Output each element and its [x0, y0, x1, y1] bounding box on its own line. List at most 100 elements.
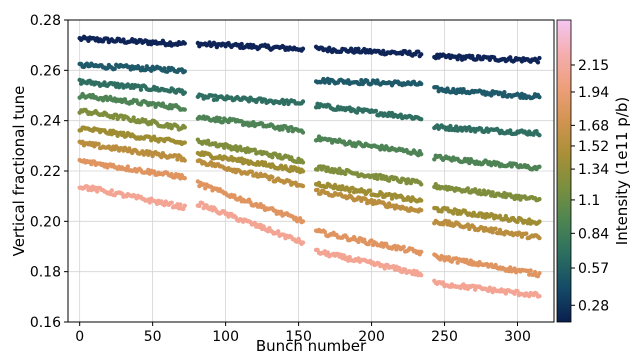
colorbar-axis: 0.28 0.57 0.84 1.1 1.34 1.52 1.68 1.94 2.15 [571, 58, 609, 314]
data-point [356, 46, 361, 51]
data-point [537, 55, 542, 61]
colorbar-tick-label: 1.68 [578, 118, 609, 134]
data-point [278, 209, 284, 215]
colorbar-tick-label: 0.57 [578, 261, 609, 277]
y-tick-label: 0.18 [30, 265, 61, 281]
colorbar-tick-label: 0.28 [578, 298, 609, 314]
data-point [537, 235, 542, 241]
data-point [418, 208, 424, 213]
x-tick-label: 150 [285, 329, 312, 345]
y-tick-label: 0.16 [30, 315, 61, 331]
x-tick-label: 300 [504, 329, 531, 345]
data-point [300, 183, 306, 189]
colorbar-label: Intensity (1e11 p/b) [613, 97, 631, 245]
data-point [537, 271, 542, 276]
data-point [277, 152, 282, 158]
data-point [300, 219, 306, 224]
data-point [325, 250, 330, 255]
data-point [373, 108, 379, 114]
data-point [535, 60, 541, 65]
data-point [182, 175, 187, 181]
data-point [397, 265, 402, 271]
data-point [182, 158, 187, 163]
data-point [121, 130, 126, 136]
y-axis: 0.16 0.18 0.20 0.22 0.24 0.26 0.28 [30, 13, 68, 331]
y-tick-label: 0.20 [30, 214, 61, 230]
data-point [178, 202, 183, 207]
y-tick-label: 0.26 [30, 63, 61, 79]
data-point [169, 200, 174, 205]
data-point [112, 66, 117, 71]
data-point [451, 211, 456, 216]
scatter-points [77, 34, 542, 299]
data-point [440, 280, 446, 285]
data-point [532, 269, 538, 275]
data-point [182, 90, 187, 95]
data-point [490, 190, 495, 195]
data-point [389, 196, 395, 201]
data-point [270, 154, 275, 160]
data-point [182, 140, 187, 145]
colorbar-tick-label: 1.34 [578, 162, 609, 178]
data-point [418, 249, 424, 255]
data-point [454, 124, 459, 129]
data-point [182, 203, 187, 208]
data-point [515, 219, 520, 225]
data-point [508, 55, 513, 60]
data-point [418, 116, 424, 122]
x-tick-label: 250 [431, 329, 458, 345]
data-point [401, 244, 406, 250]
data-point [252, 147, 258, 152]
data-point [537, 94, 542, 100]
data-point [275, 229, 281, 234]
y-axis-title: Vertical fractional tune [10, 86, 28, 257]
data-point [497, 227, 503, 233]
data-point [182, 69, 187, 74]
data-point [270, 174, 275, 180]
data-point [109, 188, 114, 193]
colorbar-tick-label: 2.15 [578, 58, 609, 74]
data-point [537, 196, 542, 202]
data-point [502, 90, 507, 95]
data-point [315, 187, 320, 193]
data-point [300, 130, 306, 135]
colorbar [556, 19, 572, 323]
data-point [96, 141, 101, 147]
colorbar-tick-label: 0.84 [578, 226, 609, 242]
x-tick-label: 50 [144, 329, 162, 345]
data-point [418, 198, 424, 203]
data-point [322, 229, 328, 235]
y-tick-label: 0.24 [30, 114, 61, 130]
data-point [398, 112, 403, 117]
data-point [249, 169, 255, 175]
data-point [182, 41, 187, 46]
data-point [508, 128, 513, 133]
data-point [508, 265, 513, 270]
data-point [418, 52, 424, 57]
data-point [455, 57, 460, 62]
colorbar-tick-label: 1.52 [578, 139, 609, 155]
data-point [220, 120, 225, 125]
data-point [297, 216, 303, 221]
x-axis: 0 50 100 150 200 250 300 [75, 322, 531, 345]
data-point [515, 288, 520, 294]
data-point [537, 219, 542, 224]
data-point [239, 41, 244, 47]
colorbar-tick-label: 1.94 [578, 85, 609, 101]
data-point [205, 138, 211, 144]
data-point [367, 188, 373, 193]
data-point [375, 176, 380, 182]
x-tick-label: 200 [358, 329, 385, 345]
data-point [455, 260, 460, 265]
data-point [418, 272, 424, 278]
y-tick-label: 0.28 [30, 13, 61, 29]
data-point [448, 123, 453, 129]
data-point [537, 294, 542, 299]
data-point [300, 169, 306, 174]
data-point [537, 164, 542, 169]
colorbar-tick-label: 1.1 [578, 193, 600, 209]
data-point [300, 99, 306, 104]
data-point [300, 160, 306, 165]
x-axis-title: Bunch number [256, 337, 367, 355]
